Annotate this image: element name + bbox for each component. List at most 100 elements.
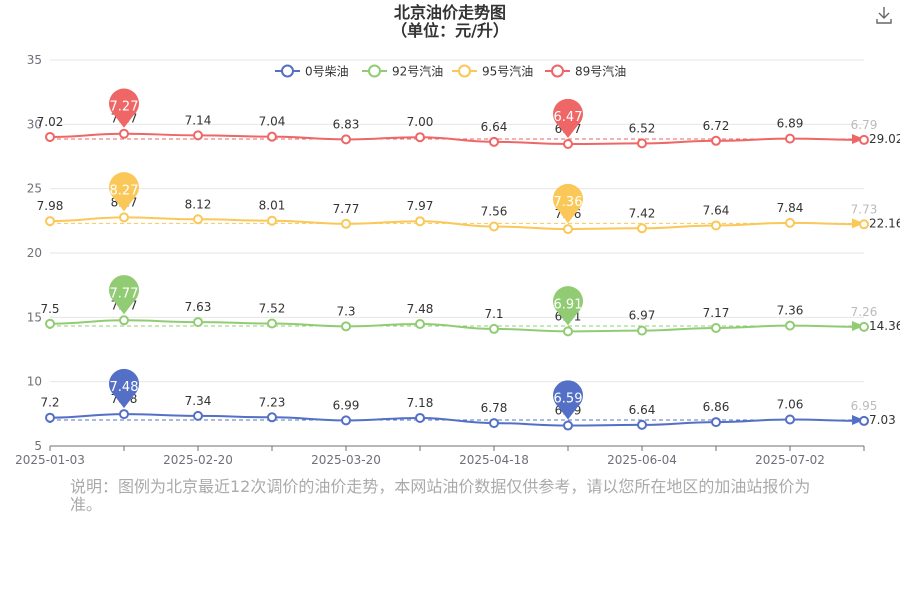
average-value-label: 29.02 <box>869 132 900 146</box>
data-point <box>341 321 351 332</box>
series-line <box>49 216 865 231</box>
legend-item[interactable]: 0号柴油 <box>275 64 349 79</box>
min-pin-label: 7.36 <box>554 195 583 210</box>
data-point <box>267 131 277 142</box>
legend-item[interactable]: 95号汽油 <box>452 64 533 79</box>
max-pin-shape <box>108 88 139 128</box>
data-label: 7.17 <box>703 306 730 320</box>
data-point <box>415 216 425 227</box>
data-label: 7.00 <box>407 115 434 129</box>
data-label: 7.2 <box>40 396 59 410</box>
data-point <box>119 212 129 223</box>
max-pin-shape <box>108 172 139 212</box>
data-label: 7.77 <box>333 202 360 216</box>
data-point <box>859 321 869 332</box>
chart-title: 北京油价走势图 <box>393 3 506 22</box>
series-1: 14.36 7.5 7.77 7.63 7.52 7.3 7.48 7.1 6.91 6.97 7.… <box>40 275 900 337</box>
data-point <box>859 415 869 426</box>
x-tick-label: 2025-04-18 <box>459 453 529 467</box>
data-label: 7.02 <box>37 115 64 129</box>
max-pin-label: 7.77 <box>110 286 139 301</box>
max-pin: 7.77 <box>109 275 139 315</box>
data-label: 7.18 <box>407 396 434 410</box>
data-label: 6.78 <box>481 401 508 415</box>
x-tick-label: 2025-01-03 <box>15 453 85 467</box>
data-point <box>711 417 721 428</box>
legend-item[interactable]: 92号汽油 <box>362 64 443 79</box>
data-point <box>785 320 795 331</box>
y-tick-label: 25 <box>27 182 42 196</box>
chart-note: 说明：图例为北京最近12次调价的油价走势，本网站油价数据仅供参考，请以您所在地区… <box>70 477 811 514</box>
data-label: 6.97 <box>629 309 656 323</box>
series-2: 22.16 7.98 8.27 8.12 8.01 7.77 7.97 7.56 7.36 7.4… <box>37 172 900 235</box>
max-pin-label: 7.48 <box>110 380 139 395</box>
data-point <box>711 135 721 146</box>
data-label: 6.64 <box>629 403 656 417</box>
data-label: 7.98 <box>37 199 64 213</box>
legend-item[interactable]: 89号汽油 <box>545 64 626 79</box>
min-pin-shape <box>553 380 584 420</box>
max-pin-shape <box>109 275 139 315</box>
data-label: 6.89 <box>777 117 804 131</box>
min-pin-label: 6.91 <box>554 297 583 312</box>
data-point <box>193 410 203 421</box>
data-point <box>637 223 647 234</box>
data-point <box>341 415 351 426</box>
data-point <box>415 412 425 423</box>
data-label: 6.99 <box>333 398 360 412</box>
min-pin-shape <box>553 98 583 139</box>
legend-label: 95号汽油 <box>482 64 533 79</box>
data-label: 8.12 <box>185 197 212 211</box>
series-line <box>49 319 865 333</box>
y-tick-label: 30 <box>27 117 42 131</box>
series-line <box>49 413 865 427</box>
series-3: 29.02 7.02 7.27 7.14 7.04 6.83 7.00 6.64 6.47 6.5… <box>37 88 900 150</box>
data-point <box>637 419 647 430</box>
data-point <box>859 134 869 145</box>
data-label: 7.73 <box>851 202 878 216</box>
series-line <box>49 132 865 146</box>
max-pin: 7.27 <box>108 88 139 128</box>
data-point <box>45 412 55 423</box>
data-label: 7.06 <box>777 397 804 411</box>
legend-label: 0号柴油 <box>305 65 349 79</box>
data-point <box>637 325 647 336</box>
data-point <box>267 318 277 329</box>
data-point <box>193 130 203 141</box>
data-label: 7.34 <box>185 394 212 408</box>
data-point <box>119 409 129 420</box>
data-label: 8.01 <box>259 199 286 213</box>
data-point <box>341 134 351 145</box>
min-pin-label: 6.59 <box>554 392 583 407</box>
y-tick-label: 10 <box>27 375 42 389</box>
data-point <box>785 414 795 425</box>
data-label: 6.95 <box>851 399 878 413</box>
average-value-label: 14.36 <box>869 319 900 333</box>
max-pin-label: 8.27 <box>110 183 139 198</box>
data-point <box>267 215 277 226</box>
average-value-label: 7.03 <box>869 413 896 427</box>
data-label: 7.36 <box>777 304 804 318</box>
data-label: 6.52 <box>629 121 656 135</box>
data-label: 7.14 <box>185 113 212 127</box>
data-label: 6.83 <box>333 117 360 131</box>
legend-label: 92号汽油 <box>392 64 443 79</box>
chart-title-block: 北京油价走势图 （单位：元/升） <box>0 4 900 40</box>
data-point <box>45 216 55 227</box>
data-label: 6.64 <box>481 120 508 134</box>
chart-subtitle: （单位：元/升） <box>391 21 509 40</box>
data-label: 7.5 <box>40 302 59 316</box>
data-label: 7.3 <box>336 304 355 318</box>
download-icon[interactable] <box>876 6 892 24</box>
data-point <box>563 420 573 431</box>
min-pin: 6.47 <box>553 98 583 139</box>
max-pin: 8.27 <box>108 172 139 212</box>
x-tick-label: 2025-03-20 <box>311 453 381 467</box>
data-label: 7.84 <box>777 201 804 215</box>
data-label: 7.97 <box>407 199 434 213</box>
data-point <box>711 220 721 231</box>
data-point <box>637 138 647 149</box>
average-value-label: 22.16 <box>869 216 900 230</box>
data-point <box>119 315 129 326</box>
min-pin-label: 6.47 <box>554 110 583 125</box>
